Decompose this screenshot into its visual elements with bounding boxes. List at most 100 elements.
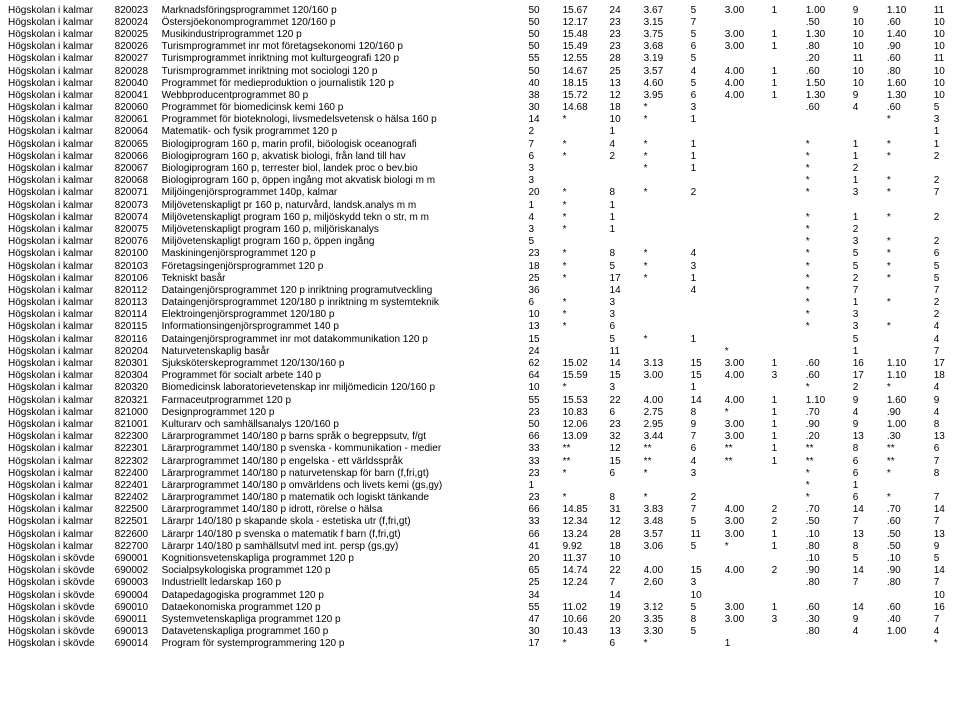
- cell-col-1: 822402: [113, 492, 160, 504]
- cell-col-1: 822301: [113, 443, 160, 455]
- cell-col-8: 3.00: [723, 418, 770, 430]
- cell-col-3: 2: [527, 126, 561, 138]
- cell-col-8: 3.00: [723, 28, 770, 40]
- cell-col-10: *: [804, 223, 851, 235]
- cell-col-9: 1: [770, 443, 804, 455]
- table-row: Högskolan i skövde690004Datapedagogiska …: [6, 589, 960, 601]
- cell-col-8: [723, 479, 770, 491]
- cell-col-1: 820304: [113, 370, 160, 382]
- cell-col-7: 8: [689, 406, 723, 418]
- table-row: Högskolan i kalmar821000Designprogrammet…: [6, 406, 960, 418]
- cell-col-8: [723, 321, 770, 333]
- cell-col-7: 1: [689, 333, 723, 345]
- cell-col-0: Högskolan i kalmar: [6, 126, 113, 138]
- cell-col-2: Program för systemprogrammering 120 p: [160, 638, 527, 650]
- cell-col-3: 50: [527, 418, 561, 430]
- cell-col-11: 8: [851, 540, 885, 552]
- cell-col-8: 4.00: [723, 77, 770, 89]
- table-row: Högskolan i kalmar820103Företagsingenjör…: [6, 260, 960, 272]
- cell-col-6: 2.60: [642, 577, 689, 589]
- cell-col-4: [561, 589, 608, 601]
- cell-col-4: *: [561, 211, 608, 223]
- cell-col-5: 23: [608, 28, 642, 40]
- cell-col-10: *: [804, 138, 851, 150]
- cell-col-10: 1.30: [804, 89, 851, 101]
- table-row: Högskolan i skövde690003Industriellt led…: [6, 577, 960, 589]
- cell-col-10: *: [804, 150, 851, 162]
- cell-col-8: [723, 333, 770, 345]
- table-row: Högskolan i kalmar822501Lärarpr 140/180 …: [6, 516, 960, 528]
- table-row: Högskolan i skövde690011Systemvetenskapl…: [6, 613, 960, 625]
- cell-col-7: 5: [689, 53, 723, 65]
- cell-col-1: 821000: [113, 406, 160, 418]
- cell-col-5: 5: [608, 333, 642, 345]
- cell-col-6: 3.57: [642, 65, 689, 77]
- cell-col-0: Högskolan i kalmar: [6, 77, 113, 89]
- cell-col-4: 15.02: [561, 357, 608, 369]
- cell-col-12: 1.60: [885, 77, 932, 89]
- cell-col-7: 5: [689, 28, 723, 40]
- cell-col-11: 1: [851, 345, 885, 357]
- cell-col-7: 10: [689, 589, 723, 601]
- cell-col-12: .80: [885, 65, 932, 77]
- cell-col-9: [770, 16, 804, 28]
- cell-col-11: 14: [851, 504, 885, 516]
- cell-col-9: [770, 552, 804, 564]
- cell-col-9: [770, 577, 804, 589]
- table-row: Högskolan i kalmar822302Lärarprogrammet …: [6, 455, 960, 467]
- cell-col-3: 24: [527, 345, 561, 357]
- cell-col-4: 15.67: [561, 4, 608, 16]
- table-row: Högskolan i skövde690001Kognitionsvetens…: [6, 552, 960, 564]
- cell-col-13: 11: [932, 4, 960, 16]
- cell-col-9: 1: [770, 89, 804, 101]
- cell-col-9: [770, 150, 804, 162]
- cell-col-3: 41: [527, 540, 561, 552]
- cell-col-3: 23: [527, 467, 561, 479]
- cell-col-2: Miljövetenskapligt pr 160 p, naturvård, …: [160, 199, 527, 211]
- cell-col-0: Högskolan i kalmar: [6, 504, 113, 516]
- cell-col-3: 6: [527, 150, 561, 162]
- cell-col-12: [885, 589, 932, 601]
- table-row: Högskolan i kalmar820301Sjuksköterskepro…: [6, 357, 960, 369]
- cell-col-6: *: [642, 467, 689, 479]
- cell-col-0: Högskolan i kalmar: [6, 53, 113, 65]
- cell-col-5: 18: [608, 540, 642, 552]
- cell-col-2: Biomedicinsk laboratorievetenskap inr mi…: [160, 382, 527, 394]
- cell-col-3: 55: [527, 601, 561, 613]
- cell-col-13: 7: [932, 577, 960, 589]
- cell-col-11: 8: [851, 443, 885, 455]
- cell-col-10: .60: [804, 102, 851, 114]
- cell-col-8: 3.00: [723, 601, 770, 613]
- cell-col-11: 6: [851, 467, 885, 479]
- cell-col-0: Högskolan i kalmar: [6, 321, 113, 333]
- cell-col-2: Tekniskt basår: [160, 272, 527, 284]
- cell-col-9: [770, 284, 804, 296]
- cell-col-4: 18.15: [561, 77, 608, 89]
- cell-col-0: Högskolan i kalmar: [6, 406, 113, 418]
- cell-col-5: 5: [608, 260, 642, 272]
- cell-col-5: [608, 162, 642, 174]
- cell-col-4: 13.09: [561, 431, 608, 443]
- cell-col-0: Högskolan i skövde: [6, 565, 113, 577]
- cell-col-4: [561, 284, 608, 296]
- cell-col-0: Högskolan i kalmar: [6, 272, 113, 284]
- cell-col-2: Webbproducentprogrammet 80 p: [160, 89, 527, 101]
- cell-col-8: 3.00: [723, 516, 770, 528]
- cell-col-11: 5: [851, 248, 885, 260]
- cell-col-3: 17: [527, 638, 561, 650]
- cell-col-1: 822700: [113, 540, 160, 552]
- cell-col-10: .90: [804, 565, 851, 577]
- cell-col-7: 6: [689, 443, 723, 455]
- cell-col-2: Socialpsykologiska programmet 120 p: [160, 565, 527, 577]
- cell-col-8: *: [723, 345, 770, 357]
- cell-col-3: 30: [527, 102, 561, 114]
- cell-col-4: 14.68: [561, 102, 608, 114]
- cell-col-12: 1.60: [885, 394, 932, 406]
- cell-col-1: 820204: [113, 345, 160, 357]
- cell-col-11: [851, 126, 885, 138]
- table-row: Högskolan i kalmar820061Programmet för b…: [6, 114, 960, 126]
- cell-col-10: [804, 114, 851, 126]
- cell-col-7: 6: [689, 41, 723, 53]
- cell-col-12: .70: [885, 504, 932, 516]
- cell-col-6: 3.83: [642, 504, 689, 516]
